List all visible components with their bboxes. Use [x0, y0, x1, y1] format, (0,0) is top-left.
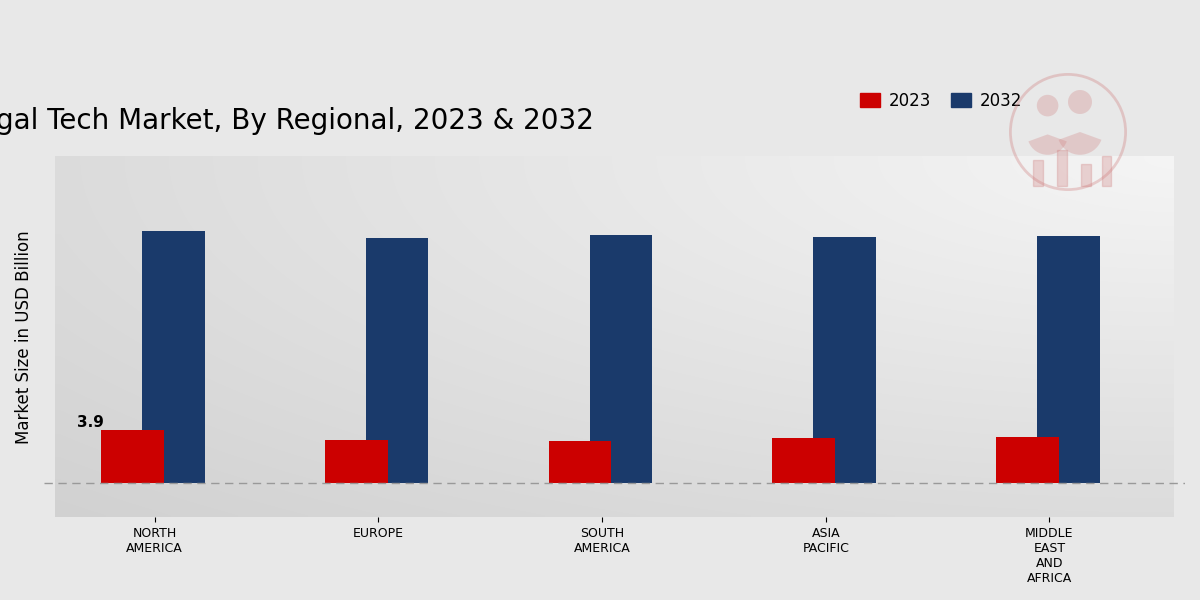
Bar: [1102, 156, 1111, 186]
Legend: 2023, 2032: 2023, 2032: [853, 85, 1028, 116]
Bar: [366, 238, 428, 483]
Bar: [142, 231, 205, 483]
Bar: [996, 437, 1058, 483]
Bar: [1057, 150, 1067, 186]
Bar: [814, 236, 876, 483]
Circle shape: [1037, 95, 1058, 116]
Wedge shape: [1058, 132, 1102, 155]
Text: 3.9: 3.9: [77, 415, 103, 430]
Y-axis label: Market Size in USD Billion: Market Size in USD Billion: [14, 230, 34, 443]
Bar: [1081, 164, 1091, 186]
Bar: [101, 430, 164, 483]
Circle shape: [1068, 90, 1092, 114]
Bar: [1033, 160, 1043, 186]
Text: Legal Tech Market, By Regional, 2023 & 2032: Legal Tech Market, By Regional, 2023 & 2…: [0, 107, 594, 134]
Bar: [325, 440, 388, 483]
Bar: [773, 438, 835, 483]
Bar: [548, 441, 612, 483]
Bar: [589, 235, 652, 483]
Bar: [1037, 236, 1099, 483]
Wedge shape: [1028, 134, 1067, 155]
